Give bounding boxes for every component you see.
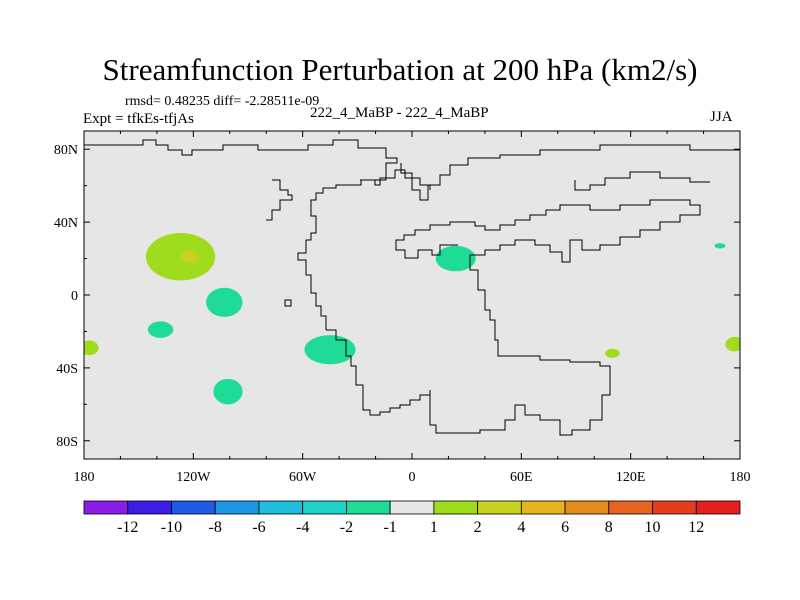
colorbar-swatch-1: [127, 500, 172, 515]
colorbar-swatch-8: [433, 500, 479, 515]
map-plot: [83, 130, 741, 460]
colorbar-label: -10: [161, 519, 182, 536]
x-tick-label: 60W: [289, 470, 317, 485]
colorbar-label: -1: [383, 519, 396, 536]
colorbar-swatch-13: [652, 500, 697, 515]
colorbar: -12 -10 -8 -6 -4 -2 -1 1 2 4 6 8 10 12: [83, 500, 741, 536]
y-tick-label: 0: [71, 289, 78, 304]
experiment-label: Expt = tfkEs-tfjAs: [83, 111, 194, 127]
hudson-bay-coast: [360, 169, 431, 190]
colorbar-label: 6: [561, 519, 569, 536]
y-tick-label: 80S: [56, 435, 78, 450]
colorbar-label: 12: [688, 519, 704, 536]
colorbar-swatch-11: [564, 500, 610, 515]
colorbar-label: 10: [645, 519, 661, 536]
colorbar-swatch-10: [520, 500, 566, 515]
anomaly-cell-9: [84, 340, 99, 356]
chart-title: Streamfunction Perturbation at 200 hPa (…: [102, 52, 698, 87]
field-shading: [84, 233, 740, 405]
colorbar-label: -4: [296, 519, 309, 536]
anomaly-cell-3: [147, 321, 174, 338]
colorbar-label: -12: [117, 519, 138, 536]
colorbar-swatch-7: [389, 500, 435, 515]
y-tick-label: 80N: [54, 143, 78, 158]
x-tick-label: 120W: [176, 470, 211, 485]
anomaly-cell-4: [213, 378, 243, 405]
x-tick-label: 120E: [616, 470, 646, 485]
coastlines: [84, 139, 740, 436]
colorbar-label: -8: [209, 519, 222, 536]
colorbar-label: 4: [517, 519, 525, 536]
colorbar-swatch-0: [83, 500, 129, 515]
x-tick-label: 180: [74, 470, 95, 485]
colorbar-swatch-6: [345, 500, 391, 515]
x-tick-label: 180: [730, 470, 751, 485]
greenland-arctic-coast: [400, 144, 740, 201]
colorbar-swatch-4: [258, 500, 304, 515]
stats-label: rmsd= 0.48235 diff= -2.28511e-09: [125, 94, 320, 109]
y-tick-label: 40N: [54, 216, 78, 231]
anomaly-cell-7: [605, 348, 620, 358]
anomaly-cell-6: [435, 245, 476, 272]
colorbar-label: 8: [605, 519, 613, 536]
colorbar-swatch-12: [608, 500, 653, 515]
anomaly-cell-10: [725, 336, 740, 352]
colorbar-swatch-14: [695, 500, 741, 515]
colorbar-swatch-5: [302, 500, 347, 515]
colorbar-label: 2: [474, 519, 482, 536]
colorbar-swatch-9: [477, 500, 522, 515]
x-tick-label: 60E: [510, 470, 533, 485]
eurasia-africa-coast: [395, 199, 701, 436]
anomaly-cell-1: [180, 250, 199, 264]
colorbar-label: 1: [430, 519, 438, 536]
colorbar-swatch-3: [214, 500, 260, 515]
south-america-coast: [326, 329, 431, 416]
anomaly-cell-5: [304, 335, 356, 365]
caribbean-island: [284, 299, 292, 307]
y-tick-label: 40S: [56, 362, 78, 377]
anomaly-cell-2: [206, 287, 243, 317]
colorbar-label: -6: [252, 519, 265, 536]
anomaly-cell-0: [145, 233, 216, 281]
case-label: 222_4_MaBP - 222_4_MaBP: [310, 105, 489, 121]
alaska-coast: [266, 179, 293, 221]
mediterranean-coast: [395, 244, 458, 259]
east-asia-coast: [574, 171, 710, 191]
colorbar-label: -2: [340, 519, 353, 536]
colorbar-swatch-2: [171, 500, 216, 515]
axes: 180 120W 60W 0 60E 120E 180 80N 40N 0 40S 80S: [54, 131, 751, 485]
anomaly-cell-8: [714, 243, 726, 249]
season-label: JJA: [710, 109, 733, 125]
x-tick-label: 0: [409, 470, 416, 485]
